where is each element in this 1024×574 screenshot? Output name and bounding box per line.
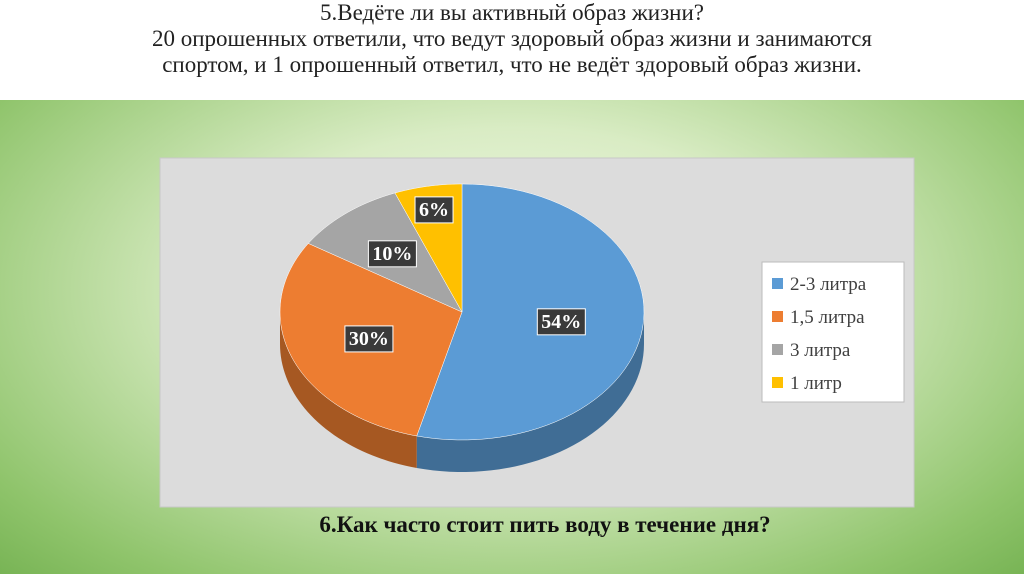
question: 6.Как часто стоит пить воду в течение дн… — [319, 512, 771, 537]
legend-swatch — [772, 344, 783, 355]
legend — [761, 261, 905, 403]
legend-swatch — [772, 377, 783, 388]
data-label: 54% — [536, 308, 586, 336]
legend-label: 3 литра — [790, 340, 851, 361]
header-line: 20 опрошенных ответили, что ведут здоров… — [151, 26, 873, 51]
data-label-box — [414, 196, 454, 224]
legend-label: 1,5 литра — [790, 307, 865, 328]
slice — [416, 183, 645, 441]
header-line: спортом, и 1 опрошенный ответил, что не … — [162, 52, 862, 77]
data-label-text: 30% — [349, 328, 389, 350]
data-label-box — [344, 325, 394, 353]
slice-side — [416, 312, 644, 472]
data-label-text: 54% — [541, 311, 581, 333]
slice-side — [280, 312, 417, 468]
data-label-box — [536, 308, 586, 336]
data-label-text: 6% — [419, 199, 449, 221]
legend-label: 2-3 литра — [790, 274, 867, 295]
data-label-text: 10% — [372, 243, 412, 265]
legend-swatch — [772, 278, 783, 289]
legend-swatch — [772, 311, 783, 322]
legend-label: 1 литр — [790, 373, 842, 394]
data-label: 10% — [367, 240, 417, 268]
header: 5.Ведёте ли вы активный образ жизни? 20 … — [0, 0, 1024, 100]
data-label: 30% — [344, 325, 394, 353]
header-line: 5.Ведёте ли вы активный образ жизни? — [320, 0, 704, 25]
data-label: 6% — [414, 196, 454, 224]
data-label-box — [367, 240, 417, 268]
